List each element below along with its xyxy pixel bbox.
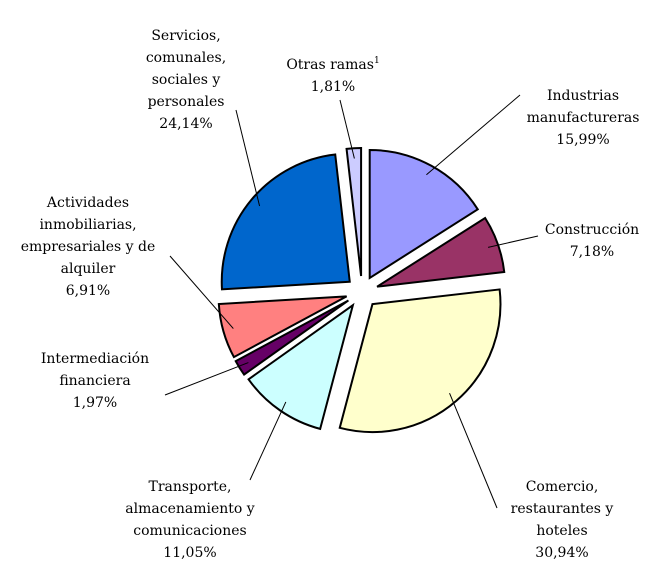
pie-slice [220,153,351,291]
value-label: 1,97% [72,395,118,411]
slice-label: Actividades inmobiliarias, empresariales… [3,192,173,302]
leader-line [235,109,261,207]
value-label: 1,81% [310,79,356,95]
leader-line [249,401,287,481]
footnote-marker: 1 [373,56,380,66]
category-text: Transporte, almacenamiento y comunicacio… [125,479,255,539]
pie-slice [345,147,363,277]
slice-label: Comercio, restaurantes y hoteles 30,94% [487,476,637,564]
category-name: Construcción [537,219,647,241]
category-text: Intermediación financiera [40,351,150,389]
category-name: Otras ramas1 [273,54,393,76]
category-text: Construcción [544,222,640,238]
category-name: Industrias manufactureras [503,85,663,129]
category-name: Servicios, comunales, sociales y persona… [126,25,246,113]
slice-label: Servicios, comunales, sociales y persona… [126,25,246,135]
value-label: 7,18% [569,244,615,260]
value-label: 15,99% [556,132,610,148]
slice-label: Construcción 7,18% [537,219,647,263]
value-label: 24,14% [159,116,213,132]
slice-label: Industrias manufactureras 15,99% [503,85,663,151]
value-label: 11,05% [163,545,217,561]
category-text: Servicios, comunales, sociales y persona… [145,28,227,110]
category-text: Industrias manufactureras [526,88,640,126]
pie-slice [247,302,355,431]
leader-line [164,362,249,396]
category-text: Comercio, restaurantes y hoteles [510,479,614,539]
category-text: Otras ramas [286,57,374,73]
value-label: 30,94% [535,545,589,561]
leader-line [487,235,539,248]
leader-line [449,392,498,509]
category-name: Transporte, almacenamiento y comunicacio… [95,476,285,542]
category-name: Intermediación financiera [10,348,180,392]
pie-slice [217,295,348,359]
value-label: 6,91% [65,283,111,299]
pie-slice [234,299,349,376]
leader-line [339,99,355,159]
slice-label: Transporte, almacenamiento y comunicacio… [95,476,285,564]
pie-slice [338,288,502,434]
leader-line [426,94,521,176]
slice-label: Otras ramas1 1,81% [273,54,393,98]
pie-slice [368,148,480,280]
leader-line [169,255,234,329]
category-name: Actividades inmobiliarias, empresariales… [3,192,173,280]
category-text: Actividades inmobiliarias, empresariales… [20,195,156,277]
category-name: Comercio, restaurantes y hoteles [487,476,637,542]
pie-slice [376,216,506,288]
slice-label: Intermediación financiera 1,97% [10,348,180,414]
